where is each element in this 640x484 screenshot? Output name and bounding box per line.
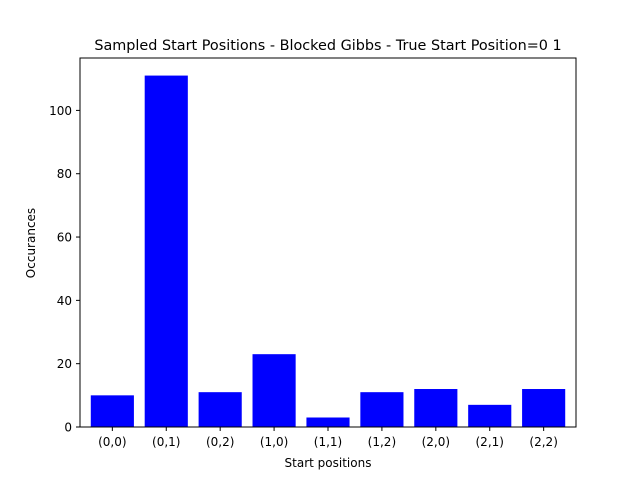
x-tick-label-1: (0,1) (152, 435, 180, 449)
y-tick-label-4: 80 (57, 167, 72, 181)
y-tick-label-1: 20 (57, 357, 72, 371)
bar-0 (90, 395, 134, 427)
bar-2 (198, 392, 242, 427)
x-tick-label-4: (1,1) (314, 435, 342, 449)
x-tick-label-2: (0,2) (206, 435, 234, 449)
bar-5 (360, 392, 404, 427)
bar-1 (144, 75, 188, 428)
x-tick-label-6: (2,0) (422, 435, 450, 449)
y-axis-label: Occurances (24, 208, 38, 278)
plot-area: (0,0) (0,1) (0,2) (1,0) (1,1) (1,2) (2,0) (2,1)… (49, 57, 577, 449)
x-tick-label-5: (1,2) (368, 435, 396, 449)
y-tick-label-2: 40 (57, 294, 72, 308)
y-tick-label-3: 60 (57, 231, 72, 245)
x-tick-label-7: (2,1) (476, 435, 504, 449)
x-tick-label-3: (1,0) (260, 435, 288, 449)
x-axis-label: Start positions (285, 456, 372, 470)
bar-4 (306, 417, 350, 427)
y-tick-label-0: 0 (64, 421, 72, 435)
chart-title: Sampled Start Positions - Blocked Gibbs … (94, 38, 561, 54)
bar-7 (468, 404, 512, 427)
x-tick-label-8: (2,2) (529, 435, 557, 449)
bar-8 (522, 389, 566, 427)
bar-6 (414, 389, 458, 427)
x-tick-label-0: (0,0) (98, 435, 126, 449)
y-tick-label-5: 100 (49, 104, 72, 118)
bar-3 (252, 354, 296, 427)
